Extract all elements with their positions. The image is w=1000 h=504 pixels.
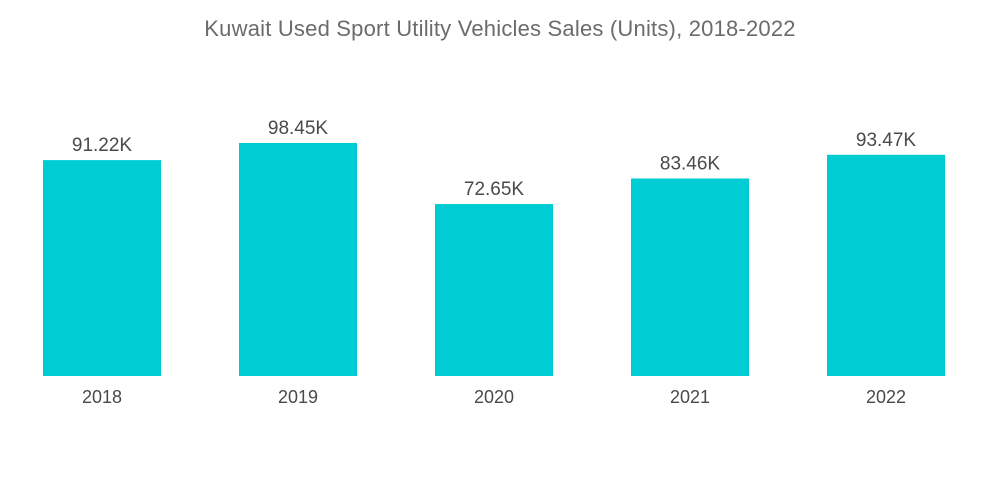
bar-2022: [827, 154, 945, 376]
bars-layer: [43, 143, 945, 376]
x-tick-label-2019: 2019: [278, 387, 318, 407]
x-tick-label-2022: 2022: [866, 387, 906, 407]
bar-2020: [435, 204, 553, 376]
x-axis-tick-labels: 2018 2019 2020 2021 2022: [82, 387, 906, 407]
x-tick-label-2018: 2018: [82, 387, 122, 407]
chart-title: Kuwait Used Sport Utility Vehicles Sales…: [204, 16, 796, 41]
bar-2018: [43, 160, 161, 376]
value-label-2019: 98.45K: [268, 118, 329, 139]
bar-2019: [239, 143, 357, 376]
x-tick-label-2021: 2021: [670, 387, 710, 407]
value-label-2021: 83.46K: [660, 153, 721, 174]
value-label-2022: 93.47K: [856, 130, 917, 151]
x-tick-label-2020: 2020: [474, 387, 514, 407]
bar-2021: [631, 178, 749, 376]
value-labels-layer: 91.22K 98.45K 72.65K 83.46K 93.47K: [72, 118, 917, 200]
value-label-2020: 72.65K: [464, 179, 525, 200]
value-label-2018: 91.22K: [72, 135, 133, 156]
